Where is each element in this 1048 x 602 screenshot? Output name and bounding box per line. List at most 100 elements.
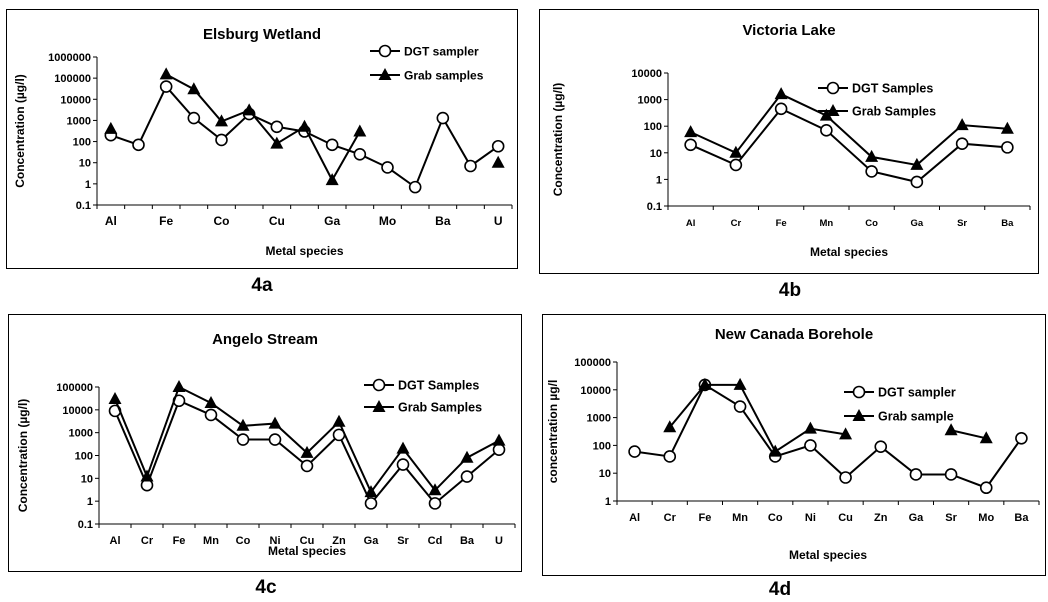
data-point-triangle: [1000, 121, 1014, 134]
y-tick-label: 0.1: [78, 519, 93, 531]
data-point-triangle: [204, 395, 218, 408]
data-point-triangle: [325, 173, 339, 186]
data-point-circle: [944, 468, 958, 481]
data-point-circle: [684, 138, 697, 152]
chart-frame-4b: Victoria Lake 0.1 1 10 100 1000 10000 Al Cr Fe Mn C…: [539, 9, 1039, 274]
legend-marker-triangle: [826, 104, 840, 116]
data-point-triangle: [729, 145, 743, 158]
series-line-triangles: [950, 429, 987, 440]
x-tick-label: Mn: [820, 218, 834, 229]
chart-panel-4c: Angelo Stream 0.1 1 10 100 1000 10000 100000 Al C…: [0, 301, 524, 602]
x-tick-label: Co: [214, 214, 230, 228]
legend-label: DGT sampler: [404, 45, 479, 59]
data-point-circle: [428, 497, 442, 510]
y-tick-label: 100000: [574, 357, 611, 369]
data-point-triangle: [396, 441, 410, 454]
x-tick-label: Ga: [364, 535, 380, 547]
y-tick-label: 10000: [62, 405, 93, 417]
y-tick-label: 1000000: [48, 52, 91, 64]
data-point-circle: [955, 137, 969, 150]
chart-4b: Victoria Lake 0.1 1 10 100 1000 10000 Al Cr Fe Mn C…: [551, 22, 1031, 259]
x-tick-label: Ba: [1014, 512, 1029, 524]
chart-frame-4d: New Canada Borehole 1 10 100 1000 10000 100000…: [542, 314, 1046, 576]
x-tick-label: Al: [105, 214, 117, 228]
x-tick-label: Ba: [435, 214, 451, 228]
y-tick-label: 10: [650, 148, 662, 160]
x-tick-label: Ni: [805, 512, 816, 524]
x-tick-label: Fe: [159, 214, 173, 228]
x-tick-label: Ba: [1001, 218, 1014, 229]
x-tick-label: Cu: [838, 512, 853, 524]
data-point-circle: [865, 165, 878, 178]
y-tick-label: 10: [79, 158, 91, 170]
data-point-circle: [353, 148, 367, 161]
data-point-circle: [1001, 141, 1014, 154]
data-point-triangle: [460, 450, 474, 463]
x-tick-label: Mo: [978, 512, 994, 524]
x-tick-label: Fe: [776, 218, 787, 229]
chart-panel-4a: Elsburg Wetland 0.1 1 10 100 1000 10000 100000 1…: [0, 0, 524, 301]
y-tick-label: 1000: [587, 413, 611, 425]
x-axis-title: Metal species: [789, 548, 867, 562]
x-tick-label: Cd: [428, 535, 443, 547]
x-tick-label: Ga: [324, 214, 340, 228]
x-tick-label: Co: [236, 535, 251, 547]
legend-label: Grab Samples: [398, 401, 482, 415]
data-point-circle: [804, 439, 817, 452]
chart-title: Victoria Lake: [742, 22, 835, 39]
data-point-triangle: [979, 431, 993, 444]
data-point-circle: [663, 450, 677, 463]
series-line-triangles: [165, 73, 361, 183]
y-tick-label: 1000: [69, 428, 93, 440]
x-tick-label: Al: [110, 535, 121, 547]
data-point-triangle: [270, 136, 284, 149]
data-point-circle: [236, 433, 250, 446]
data-point-circle: [774, 102, 788, 116]
data-point-triangle: [332, 414, 346, 427]
x-tick-label: Sr: [397, 535, 409, 547]
data-point-circle: [820, 124, 833, 137]
chart-title: New Canada Borehole: [715, 326, 873, 343]
figure-label-4d: 4d: [768, 579, 792, 600]
y-tick-label: 1: [87, 496, 93, 508]
x-tick-label: Mn: [732, 512, 748, 524]
data-point-triangle: [236, 418, 250, 431]
y-tick-label: 10: [81, 473, 93, 485]
data-point-triangle: [298, 119, 311, 132]
legend-label: DGT sampler: [878, 386, 956, 400]
legend-label: DGT Samples: [852, 82, 933, 96]
legend-marker-triangle: [378, 68, 392, 80]
data-point-triangle: [140, 469, 154, 482]
data-point-triangle: [300, 445, 314, 458]
data-point-triangle: [491, 155, 505, 168]
data-point-triangle: [108, 391, 122, 404]
chart-4c: Angelo Stream 0.1 1 10 100 1000 10000 100000 Al C…: [16, 331, 516, 558]
data-point-triangle: [492, 433, 506, 446]
legend-label: Grab samples: [404, 69, 484, 83]
chart-4a: Elsburg Wetland 0.1 1 10 100 1000 10000 100000 1…: [13, 26, 513, 258]
data-point-triangle: [663, 420, 677, 433]
y-tick-label: 1: [605, 496, 611, 508]
y-tick-label: 100000: [56, 382, 93, 394]
x-tick-label: U: [494, 214, 503, 228]
data-point-circle: [159, 80, 173, 93]
data-point-circle: [215, 133, 228, 147]
chart-frame-4c: Angelo Stream 0.1 1 10 100 1000 10000 100000 Al C…: [8, 314, 522, 572]
x-tick-label: Mn: [203, 535, 219, 547]
chart-4d: New Canada Borehole 1 10 100 1000 10000 100000…: [546, 326, 1040, 562]
data-point-circle: [460, 470, 474, 483]
y-tick-label: 100: [73, 137, 91, 149]
y-tick-label: 0.1: [76, 200, 91, 212]
x-tick-label: Al: [629, 512, 640, 524]
legend-label: Grab Samples: [852, 105, 936, 119]
y-tick-label: 100: [644, 121, 662, 133]
series-line-triangles: [668, 383, 846, 454]
x-tick-label: Zn: [332, 535, 346, 547]
chart-title: Angelo Stream: [212, 331, 318, 348]
data-point-circle: [204, 408, 218, 422]
data-point-triangle: [242, 103, 256, 116]
y-tick-label: 10: [599, 468, 611, 480]
x-tick-label: Sr: [945, 512, 957, 524]
chart-panel-4d: New Canada Borehole 1 10 100 1000 10000 100000…: [524, 301, 1048, 602]
data-point-circle: [325, 138, 339, 152]
